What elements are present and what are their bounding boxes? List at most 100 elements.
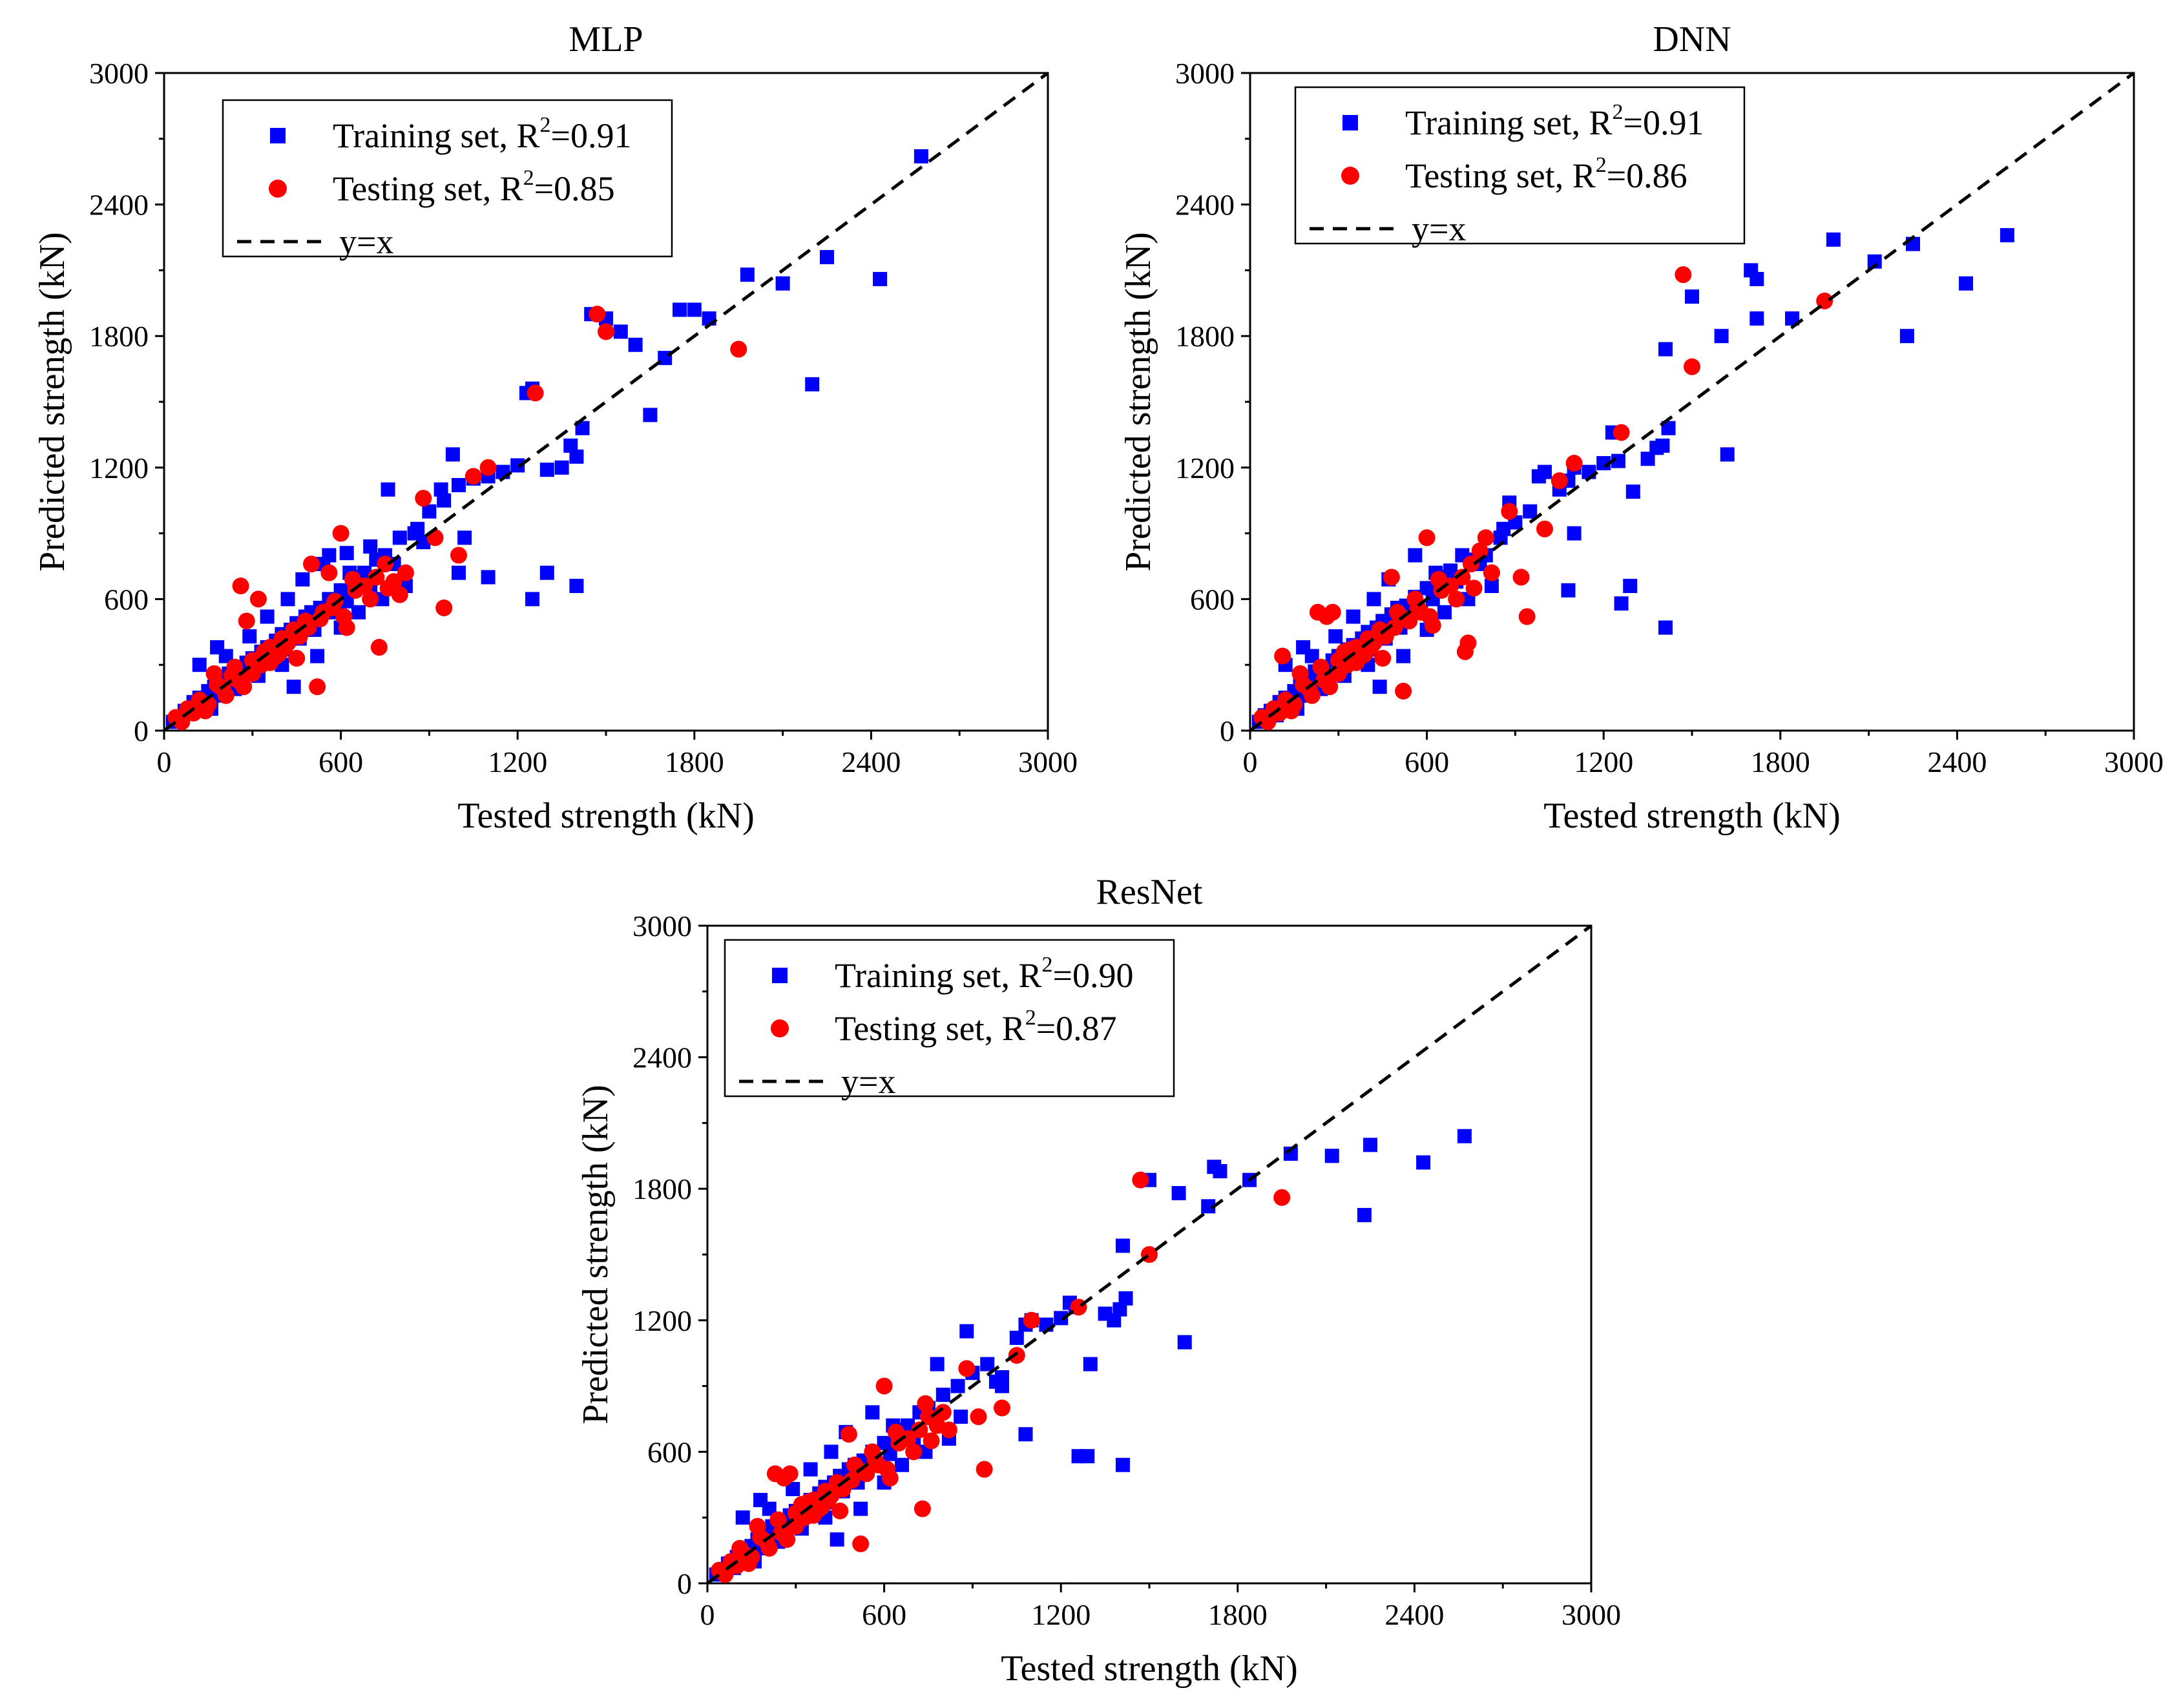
training-point xyxy=(980,1357,995,1371)
training-point xyxy=(1561,583,1576,598)
x-tick-label: 0 xyxy=(157,745,172,778)
legend-square-marker xyxy=(270,128,286,143)
testing-point xyxy=(1374,650,1392,667)
x-axis-label: Tested strength (kN) xyxy=(1001,1649,1298,1689)
training-point xyxy=(1750,311,1764,326)
testing-point xyxy=(173,713,191,731)
legend-label-text: Training set, R xyxy=(1405,103,1613,142)
training-point xyxy=(1357,1207,1372,1222)
testing-point xyxy=(479,459,497,476)
testing-point xyxy=(1312,658,1330,676)
testing-point xyxy=(1383,568,1400,586)
training-point xyxy=(1328,629,1343,644)
testing-point xyxy=(356,578,373,595)
legend-label-text: Training set, R xyxy=(835,956,1042,995)
panels: MLP0060060012001200180018002400240030003… xyxy=(32,19,2164,1689)
training-point xyxy=(410,521,425,536)
training-point xyxy=(1437,605,1452,620)
training-point xyxy=(554,460,569,475)
legend-label: Testing set, R2=0.87 xyxy=(835,1006,1117,1048)
testing-point xyxy=(716,1566,734,1583)
testing-point xyxy=(855,1463,872,1480)
training-point xyxy=(2000,228,2014,243)
diagonal-line xyxy=(1249,71,2135,733)
training-point xyxy=(959,1324,974,1338)
legend-square-marker xyxy=(772,968,788,983)
x-tick-label: 0 xyxy=(700,1598,715,1631)
y-tick-label: 1800 xyxy=(1175,320,1235,353)
training-point xyxy=(1054,1311,1069,1326)
x-tick-label: 1200 xyxy=(1574,745,1633,778)
testing-point xyxy=(1565,455,1583,472)
testing-point xyxy=(415,490,432,507)
training-point xyxy=(457,530,472,545)
legend-label: Training set, R2=0.90 xyxy=(835,953,1134,995)
training-point xyxy=(1018,1427,1033,1442)
diagonal-line xyxy=(163,71,1049,733)
legend-square-marker xyxy=(1342,115,1358,130)
training-point xyxy=(1685,289,1699,304)
training-point xyxy=(1826,232,1841,247)
testing-point xyxy=(238,612,255,630)
testing-point xyxy=(769,1511,787,1528)
training-point xyxy=(894,1457,909,1472)
legend-circle-marker xyxy=(771,1019,789,1037)
testing-point xyxy=(875,1377,893,1395)
testing-point xyxy=(249,590,267,608)
training-point xyxy=(563,438,578,453)
training-point xyxy=(786,1482,800,1497)
training-point xyxy=(1080,1449,1095,1464)
training-point xyxy=(1009,1330,1024,1345)
testing-point xyxy=(1291,665,1309,682)
testing-point xyxy=(450,547,467,564)
chart-title: MLP xyxy=(569,19,643,59)
testing-point xyxy=(288,650,306,667)
training-point xyxy=(322,548,337,563)
training-point xyxy=(1363,1138,1377,1152)
testing-point xyxy=(332,525,350,542)
legend-label-value: =0.90 xyxy=(1053,956,1134,995)
legend-label-sup: 2 xyxy=(540,113,551,137)
training-point xyxy=(1959,276,1974,291)
x-tick-label: 1800 xyxy=(1751,745,1810,778)
legend-label-text: Testing set, R xyxy=(835,1009,1025,1048)
x-axis-label: Tested strength (kN) xyxy=(1543,796,1841,836)
training-point xyxy=(1655,438,1670,453)
testing-point xyxy=(1418,529,1436,547)
testing-point xyxy=(914,1500,931,1517)
data-points xyxy=(165,149,928,731)
legend-label-text: Testing set, R xyxy=(333,169,523,208)
training-point xyxy=(539,463,554,477)
training-point xyxy=(865,1405,880,1420)
chart-title: ResNet xyxy=(1096,872,1203,912)
testing-point xyxy=(781,1465,799,1483)
testing-series xyxy=(1253,266,1833,731)
y-tick-label: 3000 xyxy=(1175,57,1235,90)
training-point xyxy=(995,1379,1009,1393)
chart-panel-resnet: ResNet 00 600 600 1200 1200 1800 1800 2400 2400 30… xyxy=(576,872,1621,1689)
testing-point xyxy=(1477,529,1494,547)
testing-point xyxy=(940,1421,957,1439)
testing-point xyxy=(527,384,544,402)
testing-point xyxy=(1421,608,1439,625)
chart-title: DNN xyxy=(1653,19,1731,59)
training-point xyxy=(295,572,310,587)
training-point xyxy=(1496,521,1511,536)
training-point xyxy=(481,570,496,585)
y-tick-label: 1200 xyxy=(89,452,149,484)
legend-label-text: y=x xyxy=(1412,209,1466,248)
training-point xyxy=(687,302,702,317)
y-tick-label: 0 xyxy=(677,1567,692,1600)
y-axis-label: Predicted strength (kN) xyxy=(576,1085,616,1424)
testing-point xyxy=(1274,647,1291,665)
x-tick-label: 600 xyxy=(862,1598,906,1631)
testing-point xyxy=(1395,682,1412,700)
legend-label: Testing set, R2=0.85 xyxy=(333,166,615,208)
testing-point xyxy=(923,1432,940,1450)
legend-label-sup: 2 xyxy=(1025,1006,1036,1030)
testing-point xyxy=(309,678,326,696)
testing-point xyxy=(320,564,338,581)
